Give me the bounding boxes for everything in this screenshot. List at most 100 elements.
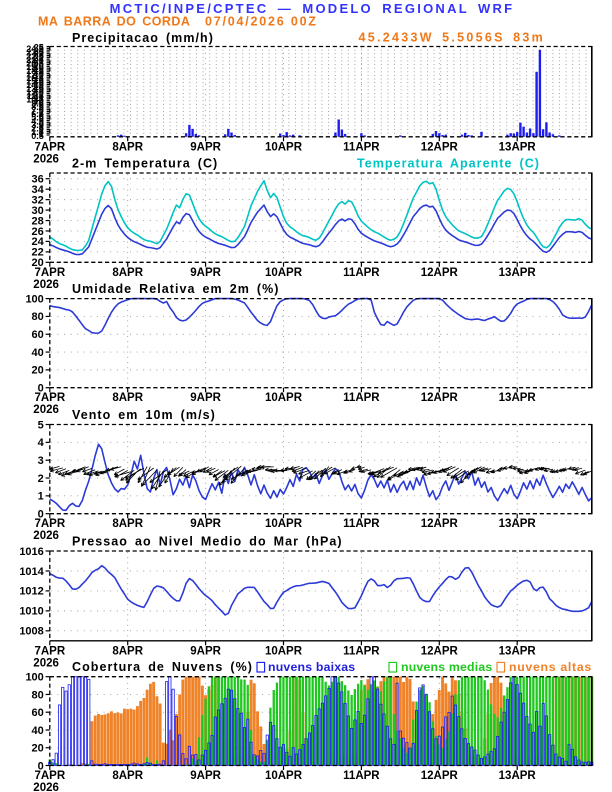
svg-text:Precipitacao (mm/h): Precipitacao (mm/h) xyxy=(72,31,214,45)
svg-text:12APR: 12APR xyxy=(421,141,459,153)
svg-text:12APR: 12APR xyxy=(421,770,459,782)
svg-text:Umidade Relativa em 2m (%): Umidade Relativa em 2m (%) xyxy=(72,282,280,296)
svg-text:10APR: 10APR xyxy=(265,645,303,657)
svg-text:2026: 2026 xyxy=(33,657,59,669)
svg-text:36: 36 xyxy=(32,174,44,186)
svg-text:3.5: 3.5 xyxy=(31,120,44,130)
svg-text:60: 60 xyxy=(32,329,44,341)
svg-text:20: 20 xyxy=(32,743,44,755)
svg-text:9APR: 9APR xyxy=(190,267,221,279)
svg-text:13.5: 13.5 xyxy=(26,84,44,94)
svg-text:12: 12 xyxy=(34,89,44,99)
svg-text:4: 4 xyxy=(38,437,45,449)
svg-text:19: 19 xyxy=(34,64,44,74)
svg-text:1.5: 1.5 xyxy=(31,127,44,137)
svg-text:28: 28 xyxy=(32,215,44,227)
svg-text:9: 9 xyxy=(39,100,44,110)
svg-text:12.5: 12.5 xyxy=(26,88,44,98)
svg-text:13APR: 13APR xyxy=(499,267,537,279)
svg-text:20.5: 20.5 xyxy=(26,59,44,69)
svg-text:22: 22 xyxy=(34,53,44,63)
svg-text:26: 26 xyxy=(32,226,44,238)
svg-text:9APR: 9APR xyxy=(190,518,221,530)
svg-text:22.5: 22.5 xyxy=(26,51,44,61)
svg-text:10APR: 10APR xyxy=(265,267,303,279)
svg-text:5: 5 xyxy=(38,419,44,431)
svg-text:18.5: 18.5 xyxy=(26,66,44,76)
svg-text:10.5: 10.5 xyxy=(26,95,44,105)
svg-text:Vento em 10m (m/s): Vento em 10m (m/s) xyxy=(72,408,216,422)
svg-text:21: 21 xyxy=(34,57,44,67)
svg-text:18: 18 xyxy=(34,68,44,78)
svg-text:13APR: 13APR xyxy=(499,392,537,404)
svg-text:32: 32 xyxy=(32,194,44,206)
svg-text:80: 80 xyxy=(32,311,44,323)
svg-text:25: 25 xyxy=(34,42,44,52)
svg-text:6: 6 xyxy=(39,111,44,121)
svg-text:12APR: 12APR xyxy=(421,392,459,404)
svg-text:11: 11 xyxy=(34,93,44,103)
svg-text:13APR: 13APR xyxy=(499,141,537,153)
svg-text:7APR: 7APR xyxy=(34,267,65,279)
svg-text:14: 14 xyxy=(34,82,44,92)
svg-text:12APR: 12APR xyxy=(421,645,459,657)
svg-text:1012: 1012 xyxy=(19,586,43,598)
svg-text:19.5: 19.5 xyxy=(26,62,44,72)
svg-text:16: 16 xyxy=(34,75,44,85)
svg-text:11.5: 11.5 xyxy=(27,91,44,101)
svg-text:11APR: 11APR xyxy=(343,267,380,279)
svg-text:24: 24 xyxy=(32,236,45,248)
svg-text:40: 40 xyxy=(32,725,44,737)
svg-text:20: 20 xyxy=(32,257,44,269)
svg-text:15.5: 15.5 xyxy=(26,77,44,87)
svg-text:0: 0 xyxy=(38,383,44,395)
svg-text:7APR: 7APR xyxy=(34,645,65,657)
svg-text:1: 1 xyxy=(39,129,44,139)
svg-text:11APR: 11APR xyxy=(343,770,380,782)
svg-text:0: 0 xyxy=(38,760,44,772)
svg-text:7: 7 xyxy=(39,107,44,117)
svg-text:13APR: 13APR xyxy=(499,518,537,530)
svg-text:4: 4 xyxy=(39,118,44,128)
svg-text:2.5: 2.5 xyxy=(31,124,44,134)
svg-text:2026: 2026 xyxy=(33,404,59,416)
svg-text:2-m Temperatura (C): 2-m Temperatura (C) xyxy=(72,157,218,171)
svg-text:2026: 2026 xyxy=(33,153,59,165)
svg-text:10APR: 10APR xyxy=(265,770,303,782)
svg-text:21.5: 21.5 xyxy=(26,55,44,65)
svg-text:6.5: 6.5 xyxy=(31,109,44,119)
svg-text:8APR: 8APR xyxy=(112,770,143,782)
svg-text:17.5: 17.5 xyxy=(26,69,44,79)
svg-text:8.5: 8.5 xyxy=(31,102,44,112)
svg-text:3: 3 xyxy=(38,455,44,467)
svg-text:5: 5 xyxy=(39,115,44,125)
svg-text:45.2433W 5.5056S 83m: 45.2433W 5.5056S 83m xyxy=(358,31,545,45)
svg-text:8APR: 8APR xyxy=(112,518,143,530)
svg-text:10APR: 10APR xyxy=(265,392,303,404)
svg-text:22: 22 xyxy=(32,247,44,259)
svg-text:34: 34 xyxy=(32,184,45,196)
svg-text:8APR: 8APR xyxy=(112,141,143,153)
svg-text:8APR: 8APR xyxy=(112,267,143,279)
svg-text:1014: 1014 xyxy=(19,566,44,578)
svg-text:100: 100 xyxy=(25,672,43,684)
svg-text:12APR: 12APR xyxy=(421,267,459,279)
svg-text:9.5: 9.5 xyxy=(31,98,44,108)
svg-text:1008: 1008 xyxy=(19,626,43,638)
svg-text:nuvens baixas: nuvens baixas xyxy=(268,660,355,674)
svg-text:8APR: 8APR xyxy=(112,392,143,404)
svg-text:7APR: 7APR xyxy=(34,770,65,782)
svg-text:1010: 1010 xyxy=(19,606,43,618)
svg-text:20: 20 xyxy=(32,365,44,377)
svg-text:24.5: 24.5 xyxy=(26,44,44,54)
svg-text:11APR: 11APR xyxy=(343,645,380,657)
svg-text:60: 60 xyxy=(32,707,44,719)
svg-text:1: 1 xyxy=(38,491,44,503)
svg-text:MA BARRA DO CORDA: MA BARRA DO CORDA xyxy=(38,15,190,29)
svg-text:14.5: 14.5 xyxy=(26,80,44,90)
svg-text:7APR: 7APR xyxy=(34,518,65,530)
svg-text:8APR: 8APR xyxy=(112,645,143,657)
svg-text:0.5: 0.5 xyxy=(31,131,44,141)
svg-text:Pressao ao Nivel Medio do Mar: Pressao ao Nivel Medio do Mar (hPa) xyxy=(72,535,343,549)
svg-text:nuvens medias: nuvens medias xyxy=(401,660,492,674)
